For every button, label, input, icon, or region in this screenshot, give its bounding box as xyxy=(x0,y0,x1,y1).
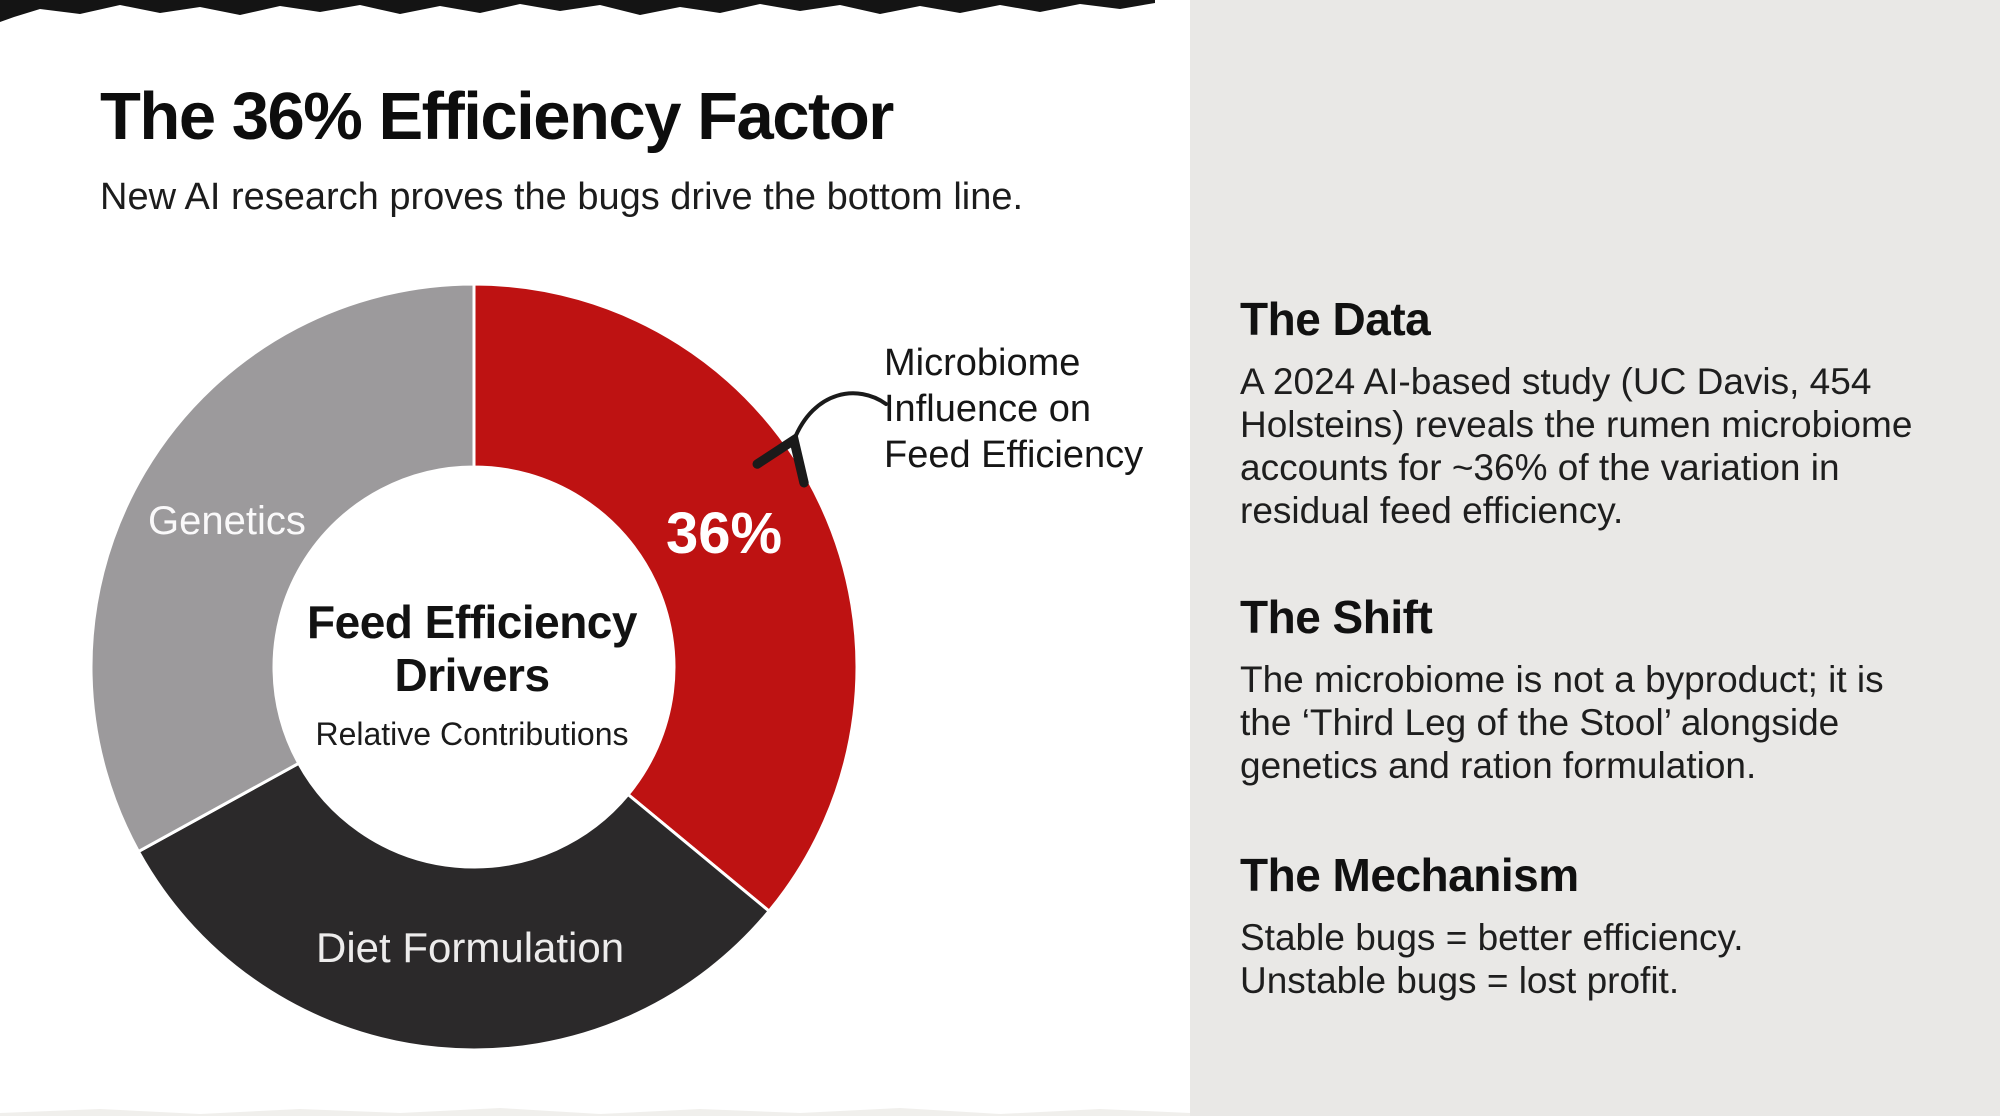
section-body-the-shift: The microbiome is not a byproduct; it is… xyxy=(1240,658,1980,787)
body-line: Unstable bugs = lost profit. xyxy=(1240,960,1680,1001)
section-the-shift: The Shift The microbiome is not a byprod… xyxy=(1240,590,1980,787)
section-the-data: The Data A 2024 AI-based study (UC Davis… xyxy=(1240,292,1980,532)
section-body-the-mechanism: Stable bugs = better efficiency. Unstabl… xyxy=(1240,916,1980,1002)
donut-center-title-line1: Feed Efficiency xyxy=(307,596,637,648)
section-heading-the-shift: The Shift xyxy=(1240,591,1433,643)
segment-label-genetics: Genetics xyxy=(148,499,306,543)
right-panel xyxy=(1190,0,2000,1116)
annotation-line1: Microbiome xyxy=(884,342,1081,384)
body-line: residual feed efficiency. xyxy=(1240,490,1624,531)
body-line: the ‘Third Leg of the Stool’ alongside xyxy=(1240,702,1840,743)
annotation-arrow-icon xyxy=(752,391,888,488)
section-the-mechanism: The Mechanism Stable bugs = better effic… xyxy=(1240,848,1980,1002)
body-line: accounts for ~36% of the variation in xyxy=(1240,447,1840,488)
page-title: The 36% Efficiency Factor xyxy=(100,79,894,154)
donut-center-subtitle: Relative Contributions xyxy=(315,716,629,752)
page-subtitle: New AI research proves the bugs drive th… xyxy=(100,176,1024,218)
body-line: Stable bugs = better efficiency. xyxy=(1240,917,1744,958)
body-line: Holsteins) reveals the rumen microbiome xyxy=(1240,404,1913,445)
body-line: The microbiome is not a byproduct; it is xyxy=(1240,659,1884,700)
segment-label-diet-formulation: Diet Formulation xyxy=(316,924,625,971)
annotation-line3: Feed Efficiency xyxy=(884,434,1144,476)
section-heading-the-mechanism: The Mechanism xyxy=(1240,849,1579,901)
section-body-the-data: A 2024 AI-based study (UC Davis, 454 Hol… xyxy=(1240,360,1980,532)
section-heading-the-data: The Data xyxy=(1240,293,1431,345)
donut-center-title-line2: Drivers xyxy=(394,649,550,701)
annotation-line2: Influence on xyxy=(884,388,1092,430)
body-line: A 2024 AI-based study (UC Davis, 454 xyxy=(1240,361,1872,402)
segment-value-label-36-percent: 36% xyxy=(666,501,783,566)
donut-center-text: Feed Efficiency Drivers Relative Contrib… xyxy=(252,596,692,753)
donut-segment-1 xyxy=(136,761,771,1052)
donut-segment-2 xyxy=(89,282,476,854)
annotation-microbiome-callout: Microbiome Influence on Feed Efficiency xyxy=(884,340,1143,478)
body-line: genetics and ration formulation. xyxy=(1240,745,1757,786)
